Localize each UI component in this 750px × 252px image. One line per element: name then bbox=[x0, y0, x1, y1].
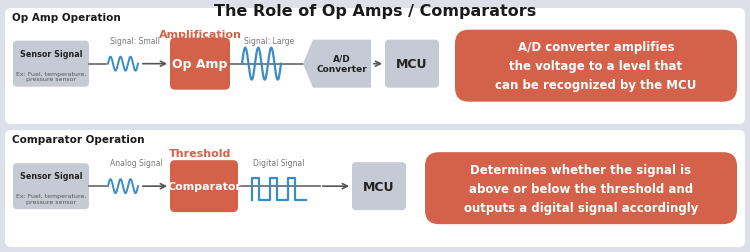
Text: Sensor Signal: Sensor Signal bbox=[20, 49, 82, 58]
Text: Amplification: Amplification bbox=[158, 29, 242, 40]
FancyBboxPatch shape bbox=[170, 39, 230, 90]
Text: Determines whether the signal is
above or below the threshold and
outputs a digi: Determines whether the signal is above o… bbox=[464, 163, 698, 214]
FancyBboxPatch shape bbox=[5, 131, 745, 247]
Text: Ex: Fuel, temperature,
pressure sensor: Ex: Fuel, temperature, pressure sensor bbox=[16, 71, 86, 82]
Text: MCU: MCU bbox=[363, 180, 394, 193]
Text: A/D
Converter: A/D Converter bbox=[316, 55, 368, 74]
Text: Sensor Signal: Sensor Signal bbox=[20, 171, 82, 180]
FancyBboxPatch shape bbox=[13, 42, 89, 87]
Text: Signal: Large: Signal: Large bbox=[244, 37, 294, 46]
FancyBboxPatch shape bbox=[352, 163, 406, 210]
Text: Comparator: Comparator bbox=[167, 181, 241, 192]
Text: Op Amp Operation: Op Amp Operation bbox=[12, 13, 121, 23]
Text: A/D converter amplifies
the voltage to a level that
can be recognized by the MCU: A/D converter amplifies the voltage to a… bbox=[495, 41, 697, 92]
Text: The Role of Op Amps / Comparators: The Role of Op Amps / Comparators bbox=[214, 4, 536, 19]
Text: Ex: Fuel, temperature,
pressure sensor: Ex: Fuel, temperature, pressure sensor bbox=[16, 193, 86, 204]
Text: Op Amp: Op Amp bbox=[172, 58, 228, 71]
FancyBboxPatch shape bbox=[385, 41, 439, 88]
FancyBboxPatch shape bbox=[170, 161, 238, 212]
Text: Threshold
judgment: Threshold judgment bbox=[169, 149, 231, 171]
FancyBboxPatch shape bbox=[455, 30, 737, 102]
Text: Analog Signal: Analog Signal bbox=[110, 159, 163, 168]
Text: Digital Signal: Digital Signal bbox=[253, 159, 305, 168]
Text: Signal: Small: Signal: Small bbox=[110, 37, 160, 46]
Polygon shape bbox=[303, 41, 371, 88]
FancyBboxPatch shape bbox=[13, 164, 89, 209]
FancyBboxPatch shape bbox=[5, 9, 745, 124]
Text: Comparator Operation: Comparator Operation bbox=[12, 135, 145, 144]
FancyBboxPatch shape bbox=[425, 152, 737, 224]
Text: MCU: MCU bbox=[396, 58, 427, 71]
